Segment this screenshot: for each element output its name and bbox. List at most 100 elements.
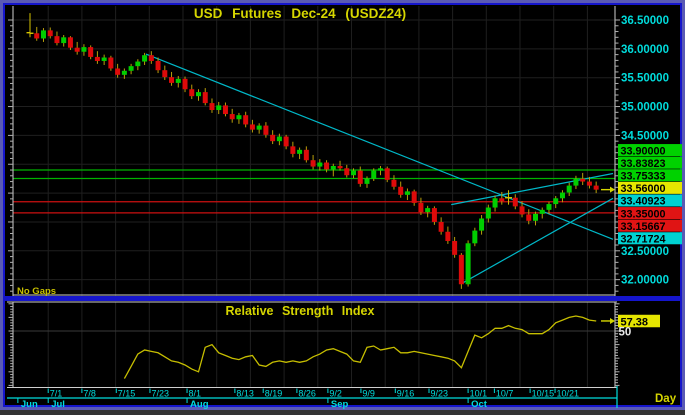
price-level-box bbox=[618, 194, 682, 207]
candle-body-down bbox=[445, 231, 451, 241]
candle-body-up bbox=[216, 105, 222, 111]
month-label: Oct bbox=[471, 399, 488, 410]
candle-body-up bbox=[61, 37, 67, 44]
candle-body-up bbox=[256, 125, 262, 130]
last-price-arrow-head bbox=[610, 186, 615, 193]
candle-body-down bbox=[115, 68, 121, 75]
candle-body-up bbox=[330, 165, 336, 170]
candle-body-up bbox=[175, 78, 181, 83]
price-chart-canvas[interactable] bbox=[13, 6, 615, 296]
price-box-value: 33.15667 bbox=[621, 221, 666, 233]
price-box-value: 33.56000 bbox=[621, 183, 666, 195]
price-axis-label: 32.50000 bbox=[621, 246, 669, 258]
candle-body-up bbox=[377, 168, 383, 171]
trendline-up[interactable] bbox=[451, 172, 614, 206]
candle-body-down bbox=[519, 206, 525, 215]
date-label: 8/19 bbox=[265, 389, 283, 399]
candle-body-up bbox=[425, 208, 431, 213]
price-axis[interactable]: 36.50000 36.00000 35.50000 35.00000 34.50000… bbox=[621, 15, 669, 287]
rsi-value-text: 57.38 bbox=[621, 316, 649, 328]
candle-body-up bbox=[559, 192, 565, 199]
candle-body-up bbox=[573, 178, 579, 186]
candle-body-up bbox=[472, 230, 478, 244]
price-box-value: 33.35000 bbox=[621, 208, 666, 220]
candle-body-down bbox=[222, 105, 228, 115]
price-panel-borders bbox=[8, 6, 620, 296]
date-label: 9/23 bbox=[431, 389, 449, 399]
price-level-box bbox=[618, 207, 682, 220]
candle-body-up bbox=[135, 61, 141, 67]
date-label: 7/23 bbox=[151, 389, 169, 399]
candle-body-down bbox=[202, 92, 208, 104]
rsi-value-arrow-head bbox=[610, 317, 615, 324]
candle-body-down bbox=[270, 134, 276, 142]
candle-body-up bbox=[81, 47, 87, 52]
price-box-value: 33.75333 bbox=[621, 170, 666, 182]
candlesticks bbox=[26, 13, 599, 289]
candle-body-up bbox=[236, 115, 242, 120]
time-axis[interactable]: 7/1 7/8 7/15 7/23 8/1 8/13 8/19 8/26 9/2 9/9 9/16 9… bbox=[7, 386, 618, 410]
price-axis-label: 32.00000 bbox=[621, 275, 669, 287]
candle-body-down bbox=[438, 221, 444, 232]
candle-body-down bbox=[189, 89, 195, 97]
price-level-box bbox=[618, 144, 682, 157]
candle-body-down bbox=[94, 56, 100, 61]
candle-body-down bbox=[310, 160, 316, 167]
candle-body-up bbox=[297, 149, 303, 154]
candle-body-up bbox=[196, 92, 201, 97]
candle-body-down bbox=[243, 115, 249, 125]
candle-body-up bbox=[40, 30, 46, 39]
candle-body-up bbox=[492, 198, 498, 208]
candle-body-down bbox=[162, 70, 168, 78]
candle-body-up bbox=[404, 191, 410, 195]
candle-body-up bbox=[371, 170, 377, 179]
candle-body-down bbox=[499, 198, 505, 202]
rsi-title: Relative Strength Index bbox=[226, 304, 375, 318]
candle-body-down bbox=[431, 208, 437, 222]
date-label: 10/15 bbox=[532, 389, 555, 399]
date-label: 8/1 bbox=[189, 389, 202, 399]
candle-body-down bbox=[54, 36, 60, 44]
candle-body-down bbox=[155, 60, 161, 71]
price-level-box bbox=[618, 219, 682, 232]
price-box-value: 33.40923 bbox=[621, 196, 666, 208]
candle-body-up bbox=[546, 204, 552, 210]
candle-body-up bbox=[101, 57, 107, 61]
month-label: Sep bbox=[331, 399, 349, 410]
candle-body-down bbox=[74, 47, 80, 52]
candle-body-down bbox=[34, 33, 40, 39]
candle-body-down bbox=[88, 47, 94, 57]
trendline-up[interactable] bbox=[461, 197, 614, 285]
candle-body-up bbox=[364, 178, 370, 184]
price-axis-label: 35.50000 bbox=[621, 73, 669, 85]
trendlines[interactable] bbox=[145, 53, 614, 285]
candle-body-down bbox=[580, 178, 586, 182]
candle-body-down bbox=[290, 146, 296, 154]
candle-body-down bbox=[357, 170, 363, 184]
candle-body-down bbox=[108, 57, 114, 69]
price-level-box bbox=[618, 169, 682, 182]
candle-body-down bbox=[586, 181, 592, 186]
rsi-value-box bbox=[618, 314, 660, 328]
price-axis-label: 36.00000 bbox=[621, 44, 669, 56]
date-label: 9/2 bbox=[329, 389, 342, 399]
candle-body-down bbox=[148, 55, 154, 61]
candle-body-up bbox=[539, 209, 545, 214]
chart-title: USD Futures Dec-24 (USDZ24) bbox=[194, 6, 406, 21]
candle-body-down bbox=[593, 185, 599, 190]
rsi-grid bbox=[13, 302, 615, 387]
trendline-down[interactable] bbox=[145, 53, 614, 240]
timeframe-label: Day bbox=[655, 393, 677, 405]
candle-body-up bbox=[566, 185, 572, 193]
date-label: 10/7 bbox=[496, 389, 514, 399]
price-box-value: 32.71724 bbox=[621, 233, 666, 245]
price-box-value: 33.90000 bbox=[621, 145, 666, 157]
date-label: 8/26 bbox=[298, 389, 316, 399]
rsi-line bbox=[123, 315, 597, 379]
candle-body-up bbox=[485, 207, 491, 219]
last-price-box bbox=[618, 181, 682, 194]
candle-body-down bbox=[384, 168, 390, 180]
candle-body-down bbox=[512, 197, 518, 207]
date-label: 8/13 bbox=[236, 389, 254, 399]
